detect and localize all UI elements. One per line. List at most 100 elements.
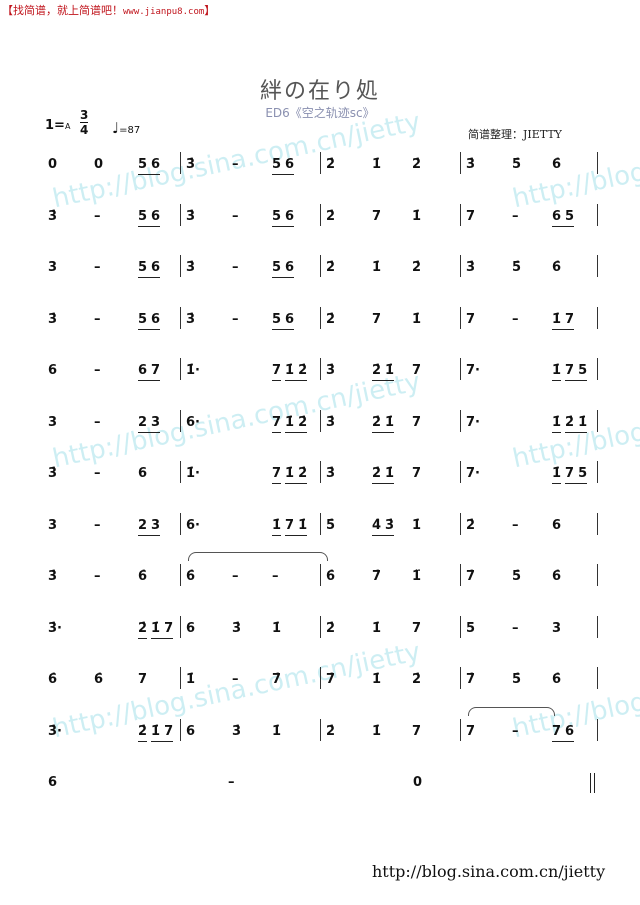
beat: 7 1̇ 2̇ bbox=[272, 408, 326, 438]
beat: – bbox=[512, 614, 552, 644]
note: 1̇ bbox=[285, 363, 295, 378]
beat: 6 bbox=[48, 356, 94, 386]
beat: 1̇ 7 1̇ bbox=[272, 511, 326, 541]
note: 6 bbox=[285, 311, 295, 327]
note: 5 bbox=[565, 208, 575, 224]
note: 6̇ bbox=[138, 569, 148, 584]
beat: 5̇ bbox=[512, 253, 552, 283]
beat: 3 bbox=[48, 511, 94, 541]
barline bbox=[460, 615, 461, 638]
note: 5̇ bbox=[512, 569, 522, 584]
beat: 3̇ bbox=[466, 253, 512, 283]
song-subtitle: ED6《空之轨迹sc》 bbox=[265, 106, 375, 120]
note: 7 bbox=[285, 517, 295, 533]
measure: 7–7 6 bbox=[466, 717, 606, 747]
measure: 7 – 6 5 bbox=[466, 202, 606, 232]
measure: 7· 1̇ 7 5 bbox=[466, 356, 606, 386]
beat: – bbox=[232, 150, 272, 180]
note: 6 bbox=[138, 363, 148, 378]
staff-row: 3̇ –6 1̇· 7 1̇ 2̇ 3̇ 2̇ 1̇ 7 7· 1̇ 7 5 bbox=[40, 459, 610, 489]
barline bbox=[320, 564, 321, 586]
beat: 2̇ bbox=[326, 202, 372, 232]
barline bbox=[180, 358, 181, 380]
note: 7 bbox=[565, 466, 575, 481]
beat: 1̇ 7 bbox=[552, 305, 606, 335]
beat: 2̇ bbox=[412, 150, 466, 180]
beat: 7̇ bbox=[466, 562, 512, 592]
note: 1̇ bbox=[372, 620, 382, 636]
beamed-group: 2̇ bbox=[138, 620, 148, 639]
note: 2̇ bbox=[372, 466, 382, 481]
note: 6̇ bbox=[552, 260, 562, 275]
beamed-group: 2̇ 1̇ bbox=[372, 466, 395, 484]
beat: 7̇ bbox=[326, 665, 372, 695]
beamed-group: 1̇ 2̇ bbox=[285, 466, 308, 484]
barline bbox=[180, 255, 181, 277]
measure: 2̇ 7 1̇ bbox=[326, 305, 466, 335]
note: 7 bbox=[272, 414, 282, 430]
note: 7 bbox=[412, 363, 422, 378]
beat: 3̇ bbox=[466, 150, 512, 180]
key-note: A bbox=[64, 122, 71, 131]
note: 6 bbox=[552, 517, 562, 533]
beat: 7· bbox=[466, 408, 512, 438]
barline bbox=[320, 358, 321, 380]
note: – bbox=[94, 208, 101, 224]
measure: 3–2 3 bbox=[48, 408, 186, 438]
measure: 7̇ 5̇ 6̇ bbox=[466, 562, 606, 592]
note: – bbox=[512, 620, 519, 636]
beat: 1̇ bbox=[372, 614, 412, 644]
note: – bbox=[232, 157, 239, 172]
note: 2̇ bbox=[372, 414, 382, 430]
beat: 1̇ bbox=[272, 614, 326, 644]
note: 7 bbox=[138, 672, 148, 687]
note: – bbox=[232, 208, 239, 224]
note: 7· bbox=[466, 466, 480, 481]
measure: 3̇ 5̇ 6̇ bbox=[466, 253, 606, 283]
note: 6 bbox=[48, 363, 58, 378]
beat: 3̇ bbox=[48, 305, 94, 335]
barline bbox=[460, 461, 461, 483]
barline bbox=[597, 512, 598, 535]
note: 6 bbox=[151, 260, 161, 275]
measure: 3̇ – 5 6 bbox=[186, 150, 326, 180]
note: 5 bbox=[138, 208, 148, 224]
barline bbox=[180, 461, 181, 483]
beat bbox=[232, 356, 272, 386]
note: 3̇ bbox=[326, 363, 336, 378]
note: 2̇ bbox=[138, 620, 148, 636]
site-banner: 【找简谱，就上简谱吧！www.jianpu8.com】 bbox=[2, 2, 215, 18]
beat: 5 bbox=[466, 614, 512, 644]
staff-row: 3̇· 2̇ 1̇ 7 6 3̇ 1̇ 2̇ 1̇ 7 5–3 bbox=[40, 614, 610, 644]
measure: 7̇ 5̇ 6̇ bbox=[466, 665, 606, 695]
note: 1̇ bbox=[552, 414, 562, 430]
note: 1̇ bbox=[298, 517, 308, 533]
beat bbox=[512, 408, 552, 438]
beat: – bbox=[232, 562, 272, 592]
note: 3̇ bbox=[48, 569, 58, 584]
note: 3̇· bbox=[48, 723, 62, 739]
beat: 7 bbox=[412, 614, 466, 644]
note: 6 bbox=[285, 208, 295, 224]
beat: – bbox=[94, 511, 138, 541]
note: 1̇ bbox=[151, 620, 161, 636]
beat: 6̇ bbox=[48, 665, 94, 695]
note: 7̇ bbox=[272, 672, 282, 687]
arranger: 简谱整理：JIETTY bbox=[468, 128, 562, 141]
note: 2̇ bbox=[298, 363, 308, 378]
barline bbox=[597, 461, 598, 483]
beat: 6̇ bbox=[326, 562, 372, 592]
beat: – bbox=[232, 305, 272, 335]
staff-row: 3̇ –5 6 3̇ –5 6 2̇ 7 1̇ 7–1̇ 7 bbox=[40, 305, 610, 335]
measure: 3̇ – 6 bbox=[48, 459, 186, 489]
barline bbox=[180, 152, 181, 174]
staff-row: 3–5 6 3̇ –5 6 2̇ 1̇ 2̇ 3̇ 5̇ 6̇ bbox=[40, 253, 610, 283]
barline bbox=[597, 564, 598, 586]
